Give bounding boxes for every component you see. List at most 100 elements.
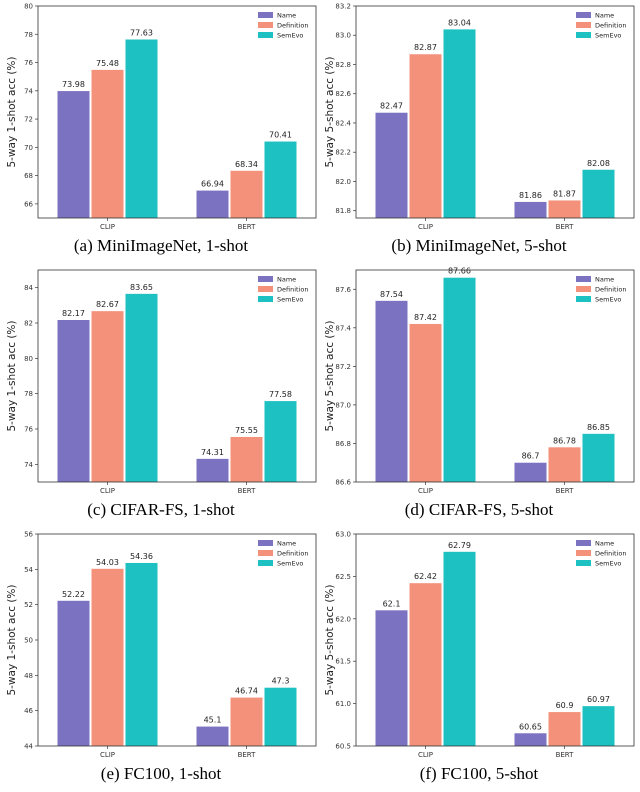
x-tick-label: CLIP [418, 223, 433, 231]
chart-caption: (d) CIFAR-FS, 5-shot [404, 500, 554, 519]
legend-label: Name [277, 276, 296, 284]
y-tick-label: 50 [24, 637, 33, 645]
bar-value-label: 62.79 [448, 541, 471, 550]
y-tick-label: 66 [24, 200, 33, 208]
bar-value-label: 62.1 [383, 599, 401, 608]
bar-name-bert [196, 726, 229, 746]
bar-value-label: 54.03 [96, 558, 119, 567]
y-tick-label: 82.2 [335, 149, 351, 157]
bar-semevo-clip [443, 277, 476, 482]
bar-semevo-bert [264, 401, 297, 482]
y-tick-label: 78 [24, 390, 33, 398]
legend-swatch-name [576, 540, 591, 546]
bar-definition-bert [230, 436, 263, 482]
x-tick-label: CLIP [100, 223, 115, 231]
bar-semevo-bert [264, 141, 297, 218]
bar-value-label: 77.58 [269, 390, 292, 399]
y-tick-label: 81.8 [335, 207, 351, 215]
bar-value-label: 60.65 [519, 722, 542, 731]
x-tick-label: CLIP [418, 751, 433, 759]
legend-swatch-definition [258, 22, 273, 28]
bar-definition-clip [409, 323, 442, 482]
legend-swatch-definition [258, 550, 273, 556]
bar-name-clip [375, 300, 408, 482]
bar-semevo-bert [582, 433, 615, 482]
chart-c-svg: 5-way 1-shot acc (%) 74 76 78 80 82 84 82.17 82.… [6, 269, 317, 495]
bar-value-label: 77.63 [130, 28, 153, 37]
x-tick-label: BERT [238, 487, 257, 495]
bar-name-clip [57, 600, 90, 746]
bar-value-label: 75.48 [96, 59, 119, 68]
y-tick-label: 82.4 [335, 119, 351, 127]
y-axis-label: 5-way 5-shot acc (%) [324, 56, 336, 167]
y-axis-label: 5-way 5-shot acc (%) [324, 320, 336, 431]
y-tick-label: 80 [24, 3, 33, 11]
bar-value-label: 66.94 [201, 180, 224, 189]
chart-panel-b: 5-way 5-shot acc (%) 81.8 82.0 82.2 82.4 82.6… [320, 0, 638, 262]
legend-label: Definition [595, 550, 626, 558]
y-tick-label: 87.2 [335, 363, 351, 371]
y-tick-label: 74 [24, 461, 33, 469]
bar-name-clip [375, 112, 408, 218]
bar-value-label: 82.47 [380, 102, 403, 111]
legend-swatch-definition [258, 286, 273, 292]
bar-definition-clip [91, 69, 124, 219]
x-tick-label: CLIP [100, 751, 115, 759]
legend-swatch-semevo [258, 32, 273, 38]
legend-label: SemEvo [595, 296, 621, 304]
y-tick-label: 87.6 [335, 286, 351, 294]
legend-label: Name [277, 540, 296, 548]
y-tick-label: 52 [24, 601, 33, 609]
y-tick-label: 80 [24, 355, 33, 363]
legend-swatch-semevo [258, 560, 273, 566]
bar-value-label: 74.31 [201, 448, 224, 457]
y-tick-label: 87.4 [335, 324, 351, 332]
bar-value-label: 75.55 [235, 426, 258, 435]
bar-semevo-bert [264, 687, 297, 746]
legend-swatch-name [258, 540, 273, 546]
plot-frame [355, 5, 635, 219]
bar-value-label: 87.42 [414, 313, 437, 322]
legend-swatch-name [258, 276, 273, 282]
legend-swatch-semevo [576, 296, 591, 302]
chart-panel-a: 5-way 1-shot acc (%) 66 68 70 72 74 76 78 80 73.9… [2, 0, 320, 262]
bar-value-label: 86.78 [553, 436, 576, 445]
y-tick-label: 48 [24, 672, 33, 680]
y-tick-label: 86.6 [335, 479, 351, 487]
legend-label: Name [595, 276, 614, 284]
y-tick-label: 82.0 [335, 178, 351, 186]
bar-value-label: 83.04 [448, 18, 471, 27]
plot-frame [355, 269, 635, 483]
bar-name-bert [196, 458, 229, 482]
chart-panel-f: 5-way 5-shot acc (%) 60.5 61.0 61.5 62.0 62.5… [320, 528, 638, 790]
chart-caption: (e) FC100, 1-shot [100, 764, 222, 783]
legend-label: SemEvo [277, 560, 303, 568]
x-tick-label: BERT [238, 751, 257, 759]
y-tick-label: 72 [24, 116, 33, 124]
chart-b-svg: 5-way 5-shot acc (%) 81.8 82.0 82.2 82.4 82.6… [324, 3, 635, 231]
y-tick-label: 46 [24, 707, 33, 715]
chart-panel-d: 5-way 5-shot acc (%) 86.6 86.8 87.0 87.2 87.4… [320, 264, 638, 526]
y-tick-label: 83.0 [335, 32, 351, 40]
plot-frame [37, 5, 317, 219]
legend-swatch-definition [576, 550, 591, 556]
y-tick-label: 61.5 [335, 658, 351, 666]
bar-value-label: 45.1 [204, 716, 222, 725]
bar-value-label: 82.17 [62, 309, 85, 318]
legend-label: SemEvo [277, 296, 303, 304]
legend-label: SemEvo [595, 32, 621, 40]
chart-caption: (f) FC100, 5-shot [419, 764, 539, 783]
bar-definition-bert [230, 170, 263, 218]
chart-e-svg: 5-way 1-shot acc (%) 44 46 48 50 52 54 56 52.22 5… [6, 531, 317, 759]
legend-label: Definition [277, 550, 308, 558]
plot-frame [37, 533, 317, 747]
bar-semevo-bert [582, 706, 615, 746]
bar-value-label: 46.74 [235, 687, 258, 696]
bar-value-label: 60.9 [556, 701, 574, 710]
bar-definition-bert [230, 697, 263, 746]
bar-semevo-clip [443, 551, 476, 746]
legend-swatch-semevo [576, 32, 591, 38]
bar-value-label: 82.08 [587, 159, 610, 168]
bar-semevo-clip [125, 562, 158, 746]
chart-d-svg: 5-way 5-shot acc (%) 86.6 86.8 87.0 87.2 87.4… [324, 267, 635, 495]
